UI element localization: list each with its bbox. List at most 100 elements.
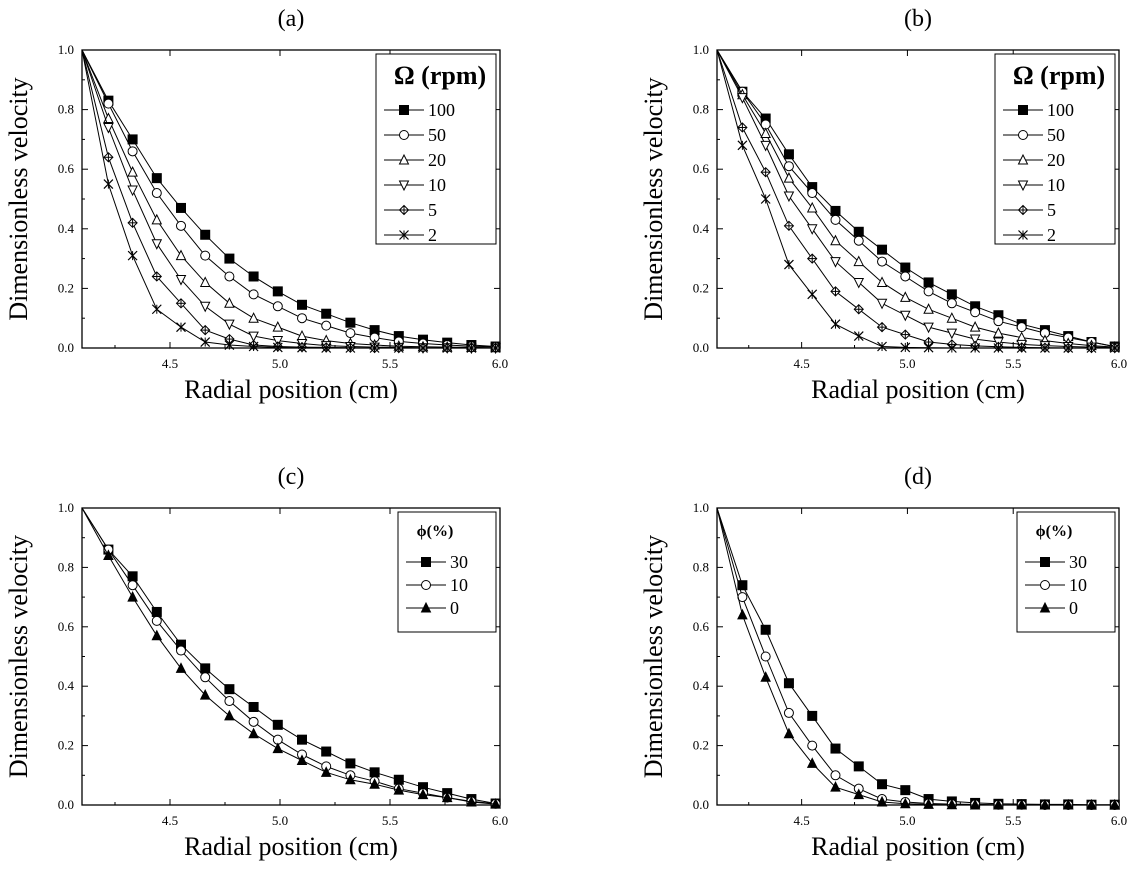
data-point [127, 134, 138, 145]
data-point [877, 779, 888, 790]
y-tick-label: 0.8 [693, 559, 709, 574]
data-point [830, 286, 841, 297]
series-line [716, 49, 1115, 349]
legend-marker [421, 580, 431, 590]
data-point [876, 321, 888, 333]
data-point [853, 235, 864, 246]
data-point [830, 770, 841, 781]
data-point [923, 303, 934, 314]
data-point [1040, 343, 1050, 353]
x-tick-label: 5.0 [899, 356, 915, 371]
data-point [923, 277, 934, 288]
data-point [248, 271, 259, 282]
legend-marker [1017, 153, 1029, 165]
data-point [176, 220, 186, 231]
data-point [946, 798, 958, 810]
series-0 [81, 507, 501, 809]
data-point [876, 276, 888, 287]
y-tick-label: 1.0 [58, 500, 74, 515]
data-point [900, 271, 911, 282]
data-point [200, 672, 211, 683]
data-point [151, 188, 162, 199]
y-tick-label: 0.8 [58, 102, 74, 117]
y-tick-label: 0.4 [693, 221, 710, 236]
data-point [417, 788, 429, 800]
legend-marker [421, 557, 431, 567]
data-point [321, 343, 332, 353]
y-axis-label: Dimensionless velocity [639, 535, 668, 778]
data-point [1062, 798, 1074, 810]
legend-entry-label: 100 [1047, 100, 1074, 120]
legend-entry-label: 5 [428, 200, 437, 220]
x-tick-label: 6.0 [492, 356, 508, 371]
data-point [103, 152, 114, 163]
data-point [103, 549, 114, 561]
data-point [830, 319, 841, 330]
data-point [737, 140, 748, 151]
data-point [224, 297, 235, 308]
x-tick-label: 5.5 [1005, 356, 1021, 371]
series-0 [716, 507, 1121, 810]
data-point [176, 645, 186, 656]
series-group [716, 507, 1121, 810]
legend-marker [398, 204, 410, 216]
data-point [1086, 343, 1097, 353]
series-group [81, 49, 501, 354]
data-point [151, 606, 162, 617]
data-point [900, 785, 911, 796]
series-2 [716, 49, 1120, 353]
data-point [923, 286, 934, 297]
data-point [200, 337, 211, 347]
data-point [175, 274, 187, 286]
data-point [783, 172, 795, 183]
legend-entry-label: 0 [450, 598, 459, 618]
data-point [806, 201, 818, 213]
data-point [830, 743, 841, 754]
legend-marker [1017, 204, 1029, 216]
legend-entry-label: 2 [428, 225, 437, 245]
legend-title: ϕ(%) [417, 523, 454, 540]
data-point [783, 149, 794, 160]
data-point [923, 336, 934, 348]
data-point [830, 234, 841, 246]
data-point [783, 727, 795, 739]
legend-marker [1018, 130, 1028, 140]
data-point [200, 250, 211, 261]
y-tick-label: 0.2 [693, 280, 709, 295]
y-tick-label: 1.0 [693, 42, 709, 57]
data-point [199, 324, 211, 336]
y-tick-label: 0.0 [693, 797, 709, 812]
data-point [296, 754, 308, 765]
series-10 [716, 49, 1121, 354]
data-point [877, 341, 887, 352]
data-point [1016, 343, 1027, 353]
y-tick-label: 0.4 [58, 221, 75, 236]
data-point [151, 615, 162, 626]
data-point [970, 307, 981, 318]
legend-marker [1018, 230, 1028, 240]
data-point [176, 202, 186, 213]
data-point [320, 766, 332, 777]
legend-entry-label: 10 [450, 575, 468, 595]
data-point [345, 758, 356, 769]
y-tick-label: 0.8 [693, 102, 709, 117]
data-point [1016, 798, 1027, 810]
data-point [993, 798, 1004, 810]
data-point [345, 328, 356, 339]
y-axis-label: Dimensionless velocity [4, 535, 33, 778]
legend-entry-label: 30 [450, 552, 468, 572]
legend-entry-label: 30 [1069, 552, 1087, 572]
data-point [224, 696, 235, 707]
legend-entry-label: 20 [428, 150, 446, 170]
y-axis-label: Dimensionless velocity [639, 77, 668, 320]
x-tick-label: 4.5 [794, 813, 810, 828]
data-point [923, 342, 934, 353]
data-point [369, 343, 380, 353]
data-point [393, 784, 405, 795]
legend-entry-label: 10 [428, 175, 446, 195]
data-point [248, 701, 259, 712]
data-point [807, 710, 818, 721]
data-point [248, 331, 259, 343]
